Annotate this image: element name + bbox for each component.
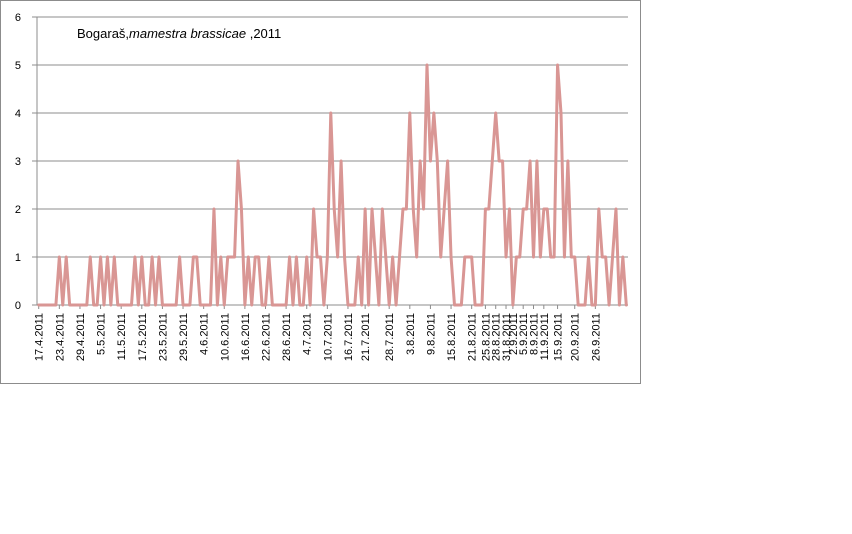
x-tick-label: 16.7.2011 <box>343 313 355 361</box>
x-tick-label: 31.8.2011 <box>501 313 513 361</box>
y-tick-label: 4 <box>15 108 21 120</box>
x-tick-label: 28.6.2011 <box>281 313 293 361</box>
x-tick-label: 21.7.2011 <box>360 313 372 361</box>
x-tick-label: 10.7.2011 <box>322 313 334 361</box>
x-tick-label: 11.5.2011 <box>116 313 128 360</box>
x-tick-label: 5.5.2011 <box>96 313 108 355</box>
axes <box>32 16 628 309</box>
line-chart: 0 1 2 3 4 5 6 17.4.2011 23.4.2011 29.4.2011 5.5.2… <box>15 12 628 361</box>
x-tick-label: 2.9.2011 <box>508 313 520 355</box>
y-tick-label: 3 <box>15 156 21 168</box>
x-tick-label: 23.4.2011 <box>54 313 66 361</box>
chart-title: Bogaraš,mamestra brassicae ,2011 <box>77 26 281 41</box>
x-tick-label: 28.7.2011 <box>384 313 396 361</box>
x-tick-label: 28.8.2011 <box>491 313 503 361</box>
x-tick-label: 17.5.2011 <box>137 313 149 361</box>
x-tick-label: 8.9.2011 <box>529 313 541 355</box>
x-tick-label: 25.8.2011 <box>480 313 492 361</box>
series-layer <box>37 63 628 307</box>
y-tick-label: 5 <box>15 60 21 72</box>
title-suffix: ,2011 <box>246 26 282 41</box>
y-tick-label: 0 <box>15 300 21 312</box>
y-tick-label: 6 <box>15 12 21 24</box>
x-tick-label: 11.9.2011 <box>539 313 551 360</box>
y-tick-label: 1 <box>15 252 21 264</box>
x-tick-label: 29.5.2011 <box>178 313 190 361</box>
series-line <box>37 63 628 307</box>
x-tick-label: 15.8.2011 <box>446 313 458 361</box>
x-tick-label: 15.9.2011 <box>553 313 565 361</box>
x-tick-label: 3.8.2011 <box>405 313 417 355</box>
x-tick-label: 20.9.2011 <box>570 313 582 361</box>
x-tick-label: 26.9.2011 <box>590 313 602 361</box>
title-prefix: Bogaraš, <box>77 26 130 41</box>
x-tick-label: 17.4.2011 <box>34 313 46 361</box>
x-tick-label: 5.9.2011 <box>518 313 530 355</box>
chart-area: 0 1 2 3 4 5 6 17.4.2011 23.4.2011 29.4.2011 5.5.2… <box>0 0 641 384</box>
x-tick-label: 10.6.2011 <box>219 313 231 361</box>
x-tick-label: 23.5.2011 <box>157 313 169 361</box>
x-tick-label: 22.6.2011 <box>260 313 272 361</box>
title-species: mamestra brassicae <box>129 26 247 41</box>
y-tick-label: 2 <box>15 204 21 216</box>
x-tick-label: 4.7.2011 <box>302 313 314 355</box>
x-tick-label: 16.6.2011 <box>240 313 252 361</box>
x-tick-label: 4.6.2011 <box>199 313 211 355</box>
y-axis-ticks: 0 1 2 3 4 5 6 <box>15 12 21 312</box>
x-tick-label: 21.8.2011 <box>467 313 479 361</box>
x-tick-label: 29.4.2011 <box>75 313 87 361</box>
x-tick-label: 9.8.2011 <box>425 313 437 355</box>
x-axis-ticks: 17.4.2011 23.4.2011 29.4.2011 5.5.2011 11.5.… <box>34 313 603 361</box>
